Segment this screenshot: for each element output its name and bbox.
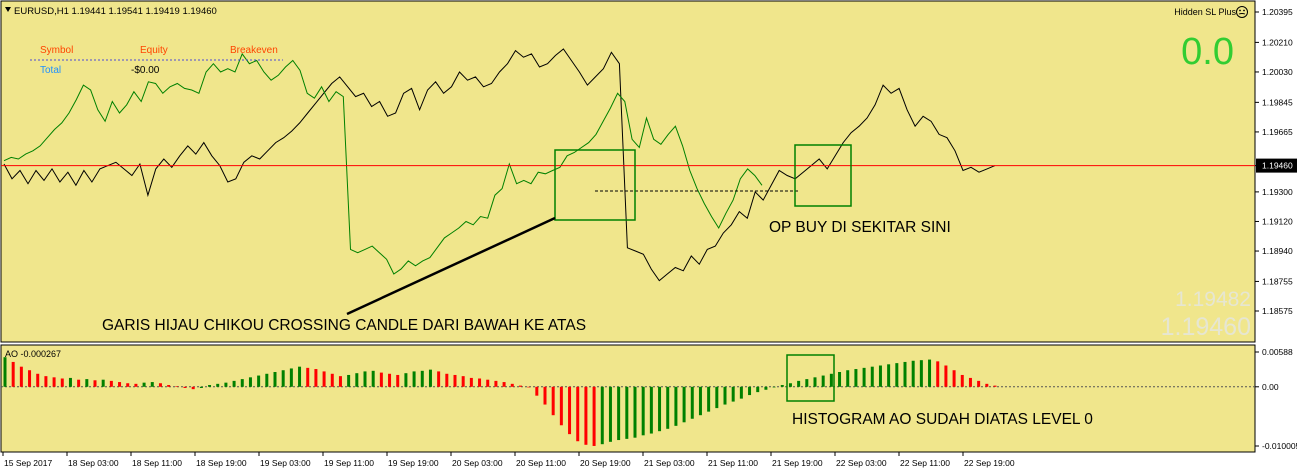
ao-histogram (3, 357, 997, 446)
smiley-icon[interactable] (1236, 6, 1248, 18)
ao-title: AO -0.000267 (5, 349, 61, 359)
time-tick-label: 22 Sep 03:00 (836, 458, 887, 468)
bid-readout: 1.19482 (1175, 288, 1251, 311)
price-tick-label: 1.18940 (1262, 246, 1293, 256)
time-tick-label: 20 Sep 11:00 (516, 458, 566, 468)
chart-title: EURUSD,H1 1.19441 1.19541 1.19419 1.1946… (14, 6, 217, 17)
price-series (3, 48, 996, 282)
price-tick-label: 1.20210 (1262, 37, 1293, 47)
menu-triangle-icon[interactable] (5, 7, 11, 12)
price-tick-label: 1.20030 (1262, 67, 1293, 77)
time-tick-label: 21 Sep 03:00 (644, 458, 695, 468)
panel-row-label: Total (40, 65, 61, 76)
panel-header-symbol: Symbol (40, 45, 73, 56)
ao-tick-label: -0.010005 (1262, 441, 1297, 451)
annotations: EURUSD,H1 1.19441 1.19541 1.19419 1.1946… (1, 6, 1255, 428)
current-price-label: 1.19460 (1262, 161, 1293, 171)
price-tick-label: 1.19845 (1262, 97, 1293, 107)
time-tick-label: 20 Sep 03:00 (452, 458, 503, 468)
panel-row-equity: -$0.00 (131, 65, 160, 76)
annotation-ao-histogram: HISTOGRAM AO SUDAH DIATAS LEVEL 0 (792, 411, 1093, 428)
time-tick-label: 15 Sep 2017 (4, 458, 52, 468)
time-tick-label: 18 Sep 03:00 (68, 458, 119, 468)
big-value: 0.0 (1181, 31, 1234, 73)
annotation-chikou: GARIS HIJAU CHIKOU CROSSING CANDLE DARI … (102, 317, 586, 334)
ao-tick-label: 0.00 (1262, 382, 1279, 392)
time-tick-label: 18 Sep 11:00 (132, 458, 182, 468)
chikou-line (3, 52, 763, 275)
price-tick-label: 1.19300 (1262, 187, 1293, 197)
annotation-op-buy: OP BUY DI SEKITAR SINI (769, 219, 951, 236)
time-tick-label: 21 Sep 19:00 (772, 458, 823, 468)
time-axis: 15 Sep 2017 18 Sep 03:00 18 Sep 11:00 18 Se… (2, 452, 1015, 468)
pointer-line (346, 216, 556, 316)
current-price-marker (1256, 158, 1297, 173)
price-tick-label: 1.18755 (1262, 276, 1293, 286)
panel-header-breakeven: Breakeven (230, 45, 278, 56)
price-line (3, 48, 996, 282)
time-tick-label: 22 Sep 19:00 (964, 458, 1015, 468)
time-tick-label: 19 Sep 03:00 (260, 458, 311, 468)
price-tick-label: 1.19665 (1262, 127, 1293, 137)
price-tick-label: 1.18575 (1262, 306, 1293, 316)
op-buy-box (794, 144, 852, 207)
last-readout: 1.19460 (1161, 313, 1251, 341)
crossing-box (554, 149, 636, 221)
price-tick-label: 1.20395 (1262, 7, 1293, 17)
time-tick-label: 18 Sep 19:00 (196, 458, 247, 468)
ao-zero-box (786, 354, 835, 402)
panel-header-equity: Equity (140, 45, 168, 56)
time-tick-label: 21 Sep 11:00 (708, 458, 758, 468)
time-tick-label: 19 Sep 19:00 (388, 458, 439, 468)
price-panel (0, 0, 1256, 343)
time-tick-label: 20 Sep 19:00 (580, 458, 631, 468)
price-axis: 1.20395 1.20210 1.20030 1.19845 1.19665 1.194… (1255, 7, 1297, 316)
time-tick-label: 22 Sep 11:00 (900, 458, 950, 468)
time-tick-label: 19 Sep 11:00 (324, 458, 374, 468)
ao-tick-label: 0.00588 (1262, 347, 1293, 357)
price-tick-label: 1.19120 (1262, 216, 1293, 226)
indicator-name: Hidden SL Plus (1174, 7, 1236, 17)
